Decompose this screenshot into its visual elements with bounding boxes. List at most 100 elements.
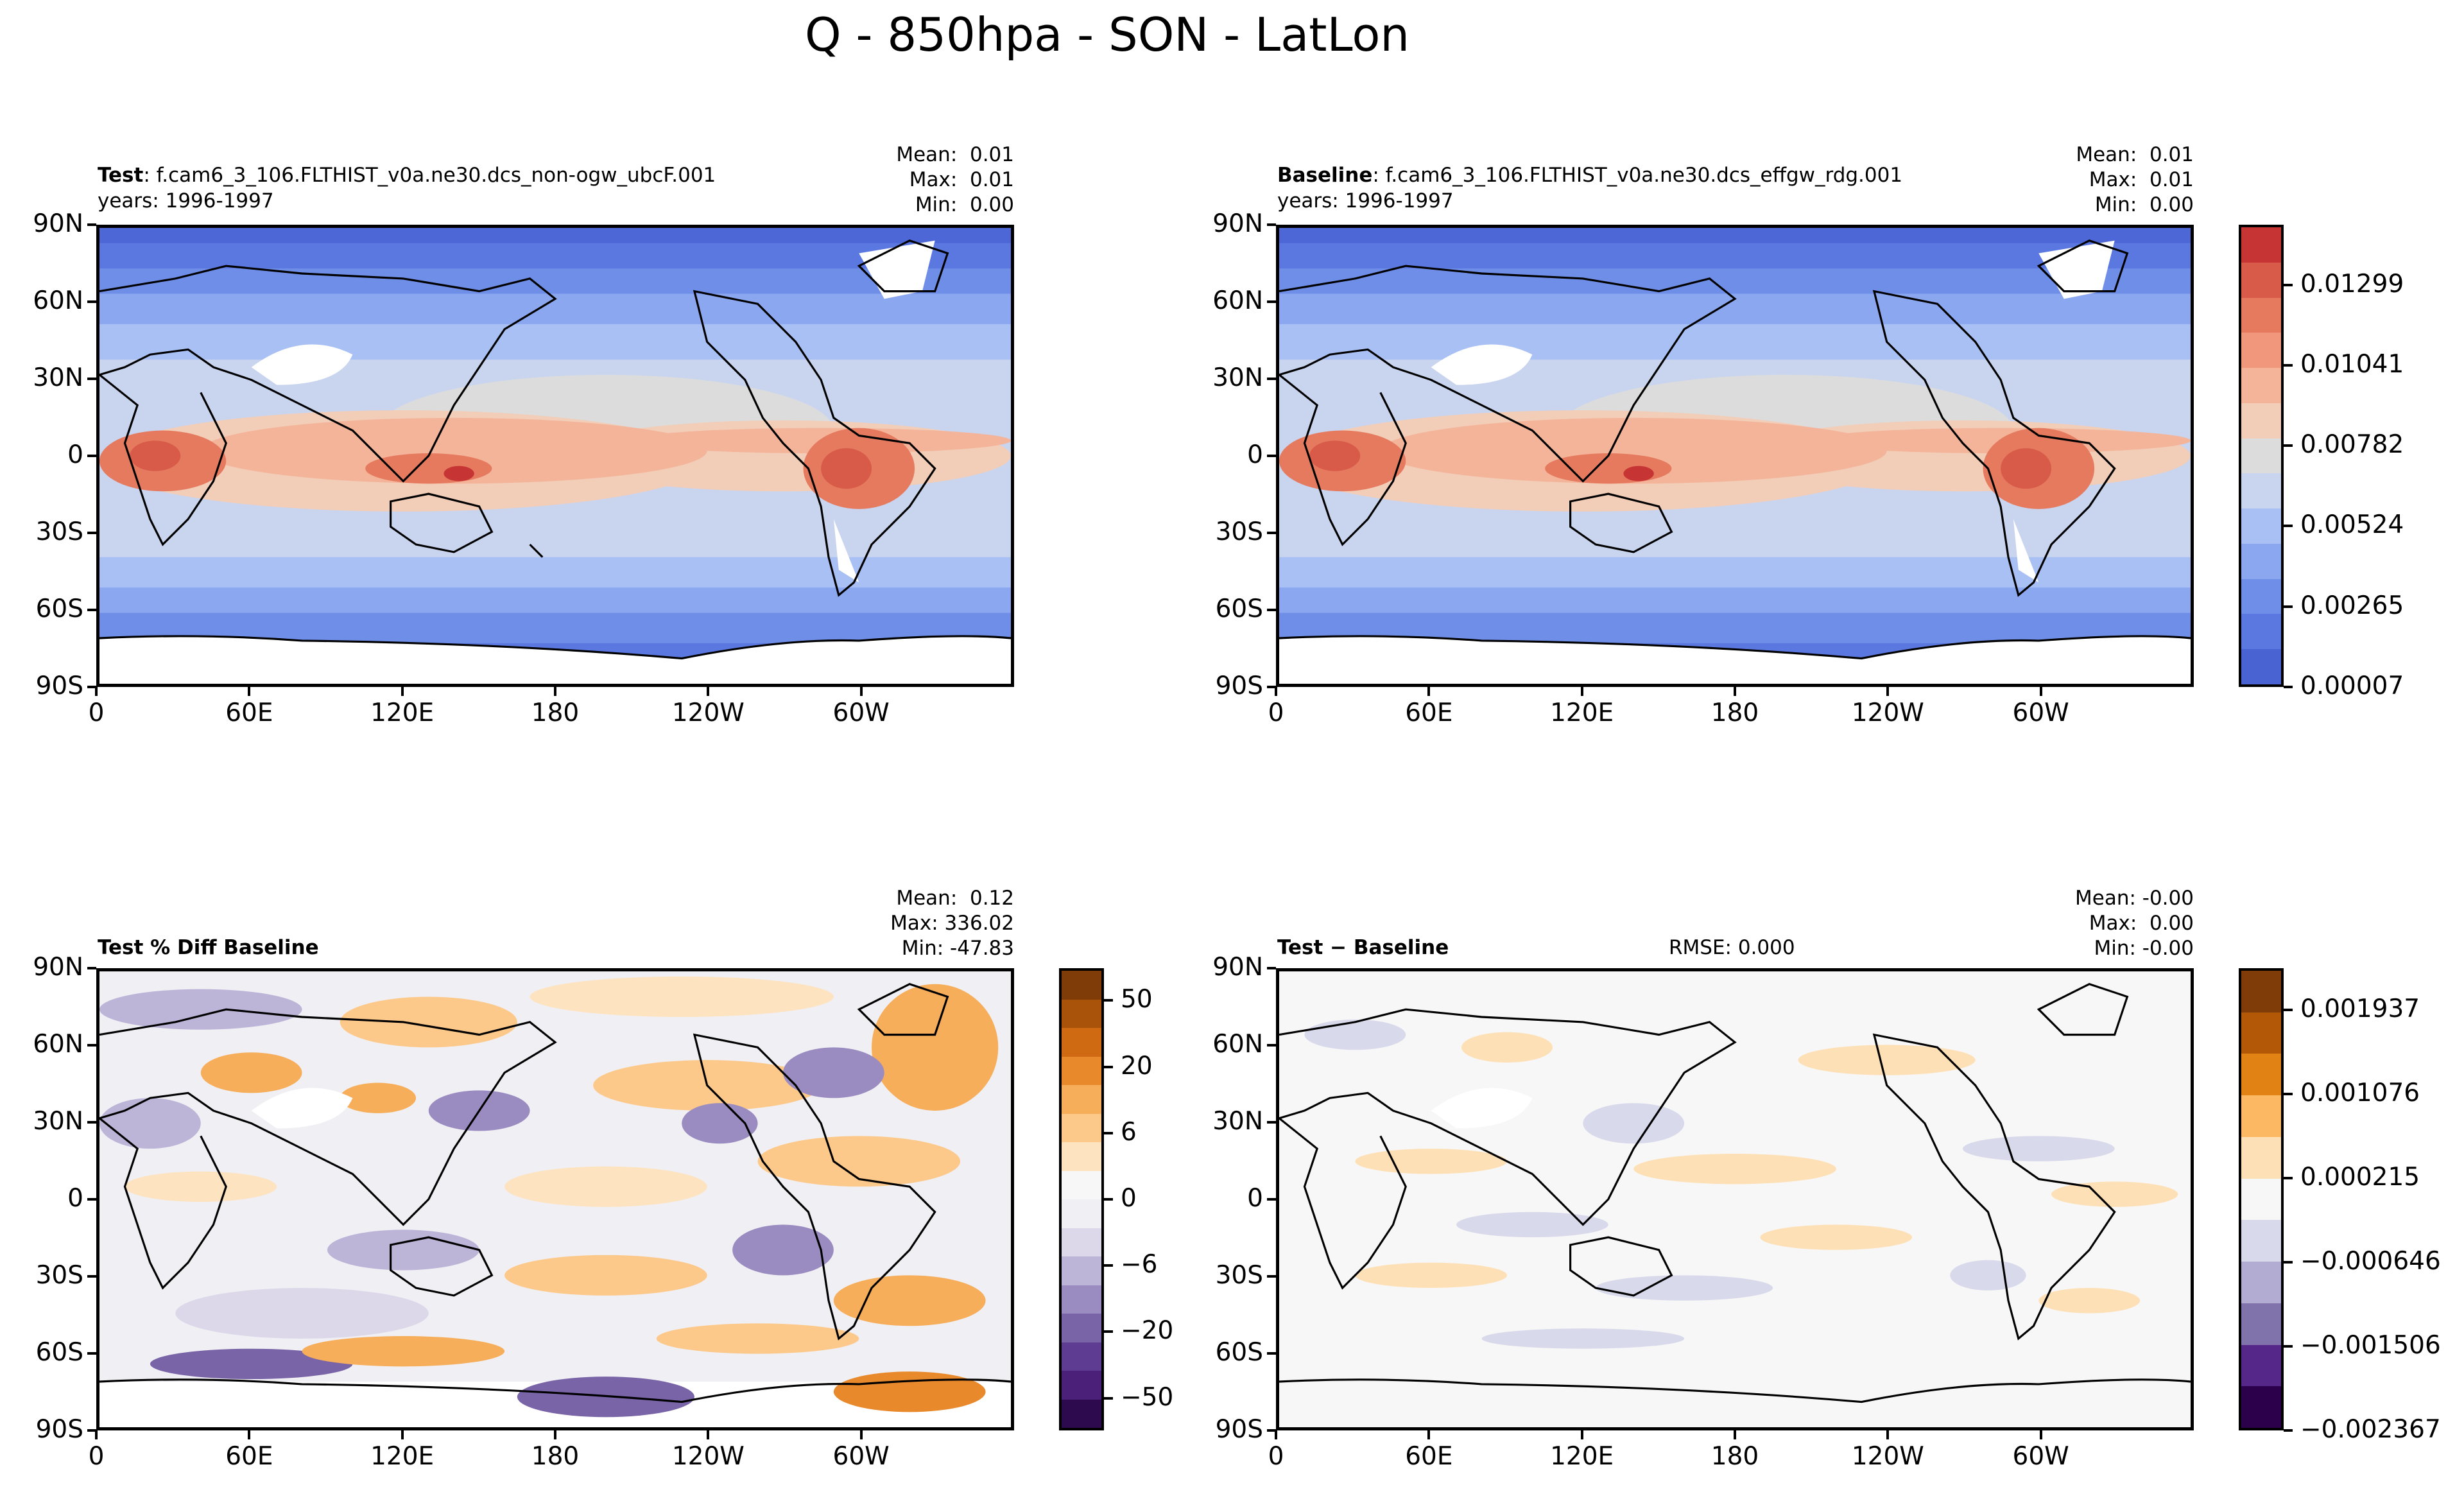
colorbar-swatch bbox=[2241, 578, 2281, 614]
lat-tick-label: 30N bbox=[33, 363, 83, 392]
colorbar-swatch bbox=[1062, 1056, 1101, 1085]
colorbar-tick-mark bbox=[2284, 686, 2293, 688]
pctdiff-min: Min: -47.83 bbox=[901, 937, 1014, 960]
lat-tick-mark bbox=[1267, 378, 1276, 380]
lat-tick-mark bbox=[87, 223, 96, 226]
colorbar-tick-label: 0.01299 bbox=[2300, 269, 2404, 299]
test-mean: Mean: 0.01 bbox=[896, 143, 1014, 166]
baseline-map-canvas bbox=[1279, 228, 2191, 684]
colorbar-tick-label: 0.001076 bbox=[2300, 1078, 2420, 1107]
diff-panel-title: Test − Baseline bbox=[1277, 936, 1449, 959]
lat-tick-label: 30N bbox=[1212, 1107, 1263, 1136]
lon-tick-label: 0 bbox=[88, 699, 105, 727]
lon-tick-label: 60E bbox=[1405, 699, 1453, 727]
lat-tick-mark bbox=[87, 609, 96, 611]
colorbar-swatch bbox=[2241, 333, 2281, 369]
colorbar-swatch bbox=[2241, 262, 2281, 298]
lon-tick-mark bbox=[1275, 1430, 1277, 1439]
colorbar-swatch bbox=[2241, 1220, 2281, 1262]
diff-stats: Mean: -0.00 Max: 0.00 Min: -0.00 bbox=[2065, 886, 2194, 961]
colorbar-swatch bbox=[2241, 1054, 2281, 1096]
lon-tick-label: 0 bbox=[1268, 699, 1284, 727]
lat-tick-mark bbox=[87, 1352, 96, 1355]
lon-tick-label: 120E bbox=[1550, 699, 1614, 727]
colorbar-swatch bbox=[2241, 1262, 2281, 1303]
test-panel-title: Test: f.cam6_3_106.FLTHIST_v0a.ne30.dcs_… bbox=[98, 164, 716, 187]
colorbar-swatch bbox=[1062, 1399, 1101, 1428]
test-label: Test bbox=[98, 164, 144, 187]
lat-tick-label: 60N bbox=[33, 1030, 83, 1059]
colorbar-tick-label: −50 bbox=[1121, 1382, 1174, 1412]
lat-tick-mark bbox=[87, 686, 96, 688]
baseline-mean: Mean: 0.01 bbox=[2076, 143, 2194, 166]
colorbar-swatch bbox=[2241, 508, 2281, 544]
lon-tick-mark bbox=[248, 1430, 251, 1439]
lon-tick-label: 180 bbox=[1710, 699, 1759, 727]
colorbar-tick-mark bbox=[2284, 1260, 2293, 1264]
lat-tick-mark bbox=[87, 1429, 96, 1432]
lat-tick-mark bbox=[1267, 1275, 1276, 1278]
colorbar-swatch bbox=[2241, 1303, 2281, 1345]
colorbar-swatch bbox=[2241, 227, 2281, 263]
lon-tick-label: 120W bbox=[1851, 699, 1924, 727]
lat-tick-label: 60S bbox=[1215, 595, 1263, 623]
baseline-years: years: 1996-1997 bbox=[1277, 189, 1454, 213]
colorbar-swatch bbox=[2241, 1344, 2281, 1387]
colorbar-tick-label: 0 bbox=[1121, 1184, 1137, 1213]
lon-tick-mark bbox=[2039, 1430, 2042, 1439]
lat-tick-label: 30N bbox=[1212, 363, 1263, 392]
colorbar-swatch bbox=[1062, 1342, 1101, 1371]
colorbar-swatch bbox=[2241, 473, 2281, 509]
colorbar-tick-label: 0.000215 bbox=[2300, 1162, 2420, 1192]
lat-tick-label: 30S bbox=[35, 1261, 83, 1290]
colorbar-swatch bbox=[2241, 1136, 2281, 1179]
diff-colorbar bbox=[2239, 968, 2284, 1430]
lat-tick-label: 60S bbox=[1215, 1338, 1263, 1367]
lat-tick-mark bbox=[87, 378, 96, 380]
lat-tick-label: 60S bbox=[35, 595, 83, 623]
lat-tick-label: 90S bbox=[35, 1415, 83, 1444]
lon-tick-label: 120E bbox=[370, 1442, 435, 1471]
colorbar-swatch bbox=[1062, 1371, 1101, 1400]
colorbar-tick-label: 0.00265 bbox=[2300, 591, 2404, 620]
diff-min: Min: -0.00 bbox=[2094, 937, 2194, 960]
lat-tick-mark bbox=[87, 455, 96, 457]
lat-tick-label: 30S bbox=[35, 517, 83, 546]
lat-tick-mark bbox=[87, 1275, 96, 1278]
lon-tick-label: 60W bbox=[2012, 1442, 2069, 1471]
lat-tick-label: 0 bbox=[67, 440, 83, 469]
lon-tick-label: 60E bbox=[225, 699, 273, 727]
colorbar-tick-mark bbox=[2284, 605, 2293, 608]
lon-tick-mark bbox=[1427, 687, 1431, 696]
colorbar-tick-mark bbox=[2284, 525, 2293, 528]
pctdiff-map-canvas bbox=[99, 971, 1011, 1427]
lat-tick-mark bbox=[1267, 455, 1276, 457]
lat-tick-mark bbox=[1267, 1429, 1276, 1432]
lon-tick-mark bbox=[401, 1430, 404, 1439]
lon-tick-mark bbox=[1580, 687, 1583, 696]
colorbar-swatch bbox=[2241, 1095, 2281, 1137]
lon-tick-mark bbox=[248, 687, 251, 696]
baseline-max: Max: 0.01 bbox=[2089, 168, 2194, 191]
colorbar-tick-label: −0.002367 bbox=[2300, 1415, 2441, 1444]
lon-tick-label: 120W bbox=[671, 699, 745, 727]
lon-tick-label: 120W bbox=[1851, 1442, 1924, 1471]
lon-tick-mark bbox=[859, 687, 863, 696]
colorbar-swatch bbox=[1062, 1142, 1101, 1171]
colorbar-swatch bbox=[2241, 1012, 2281, 1054]
colorbar-tick-mark bbox=[1104, 1131, 1113, 1134]
baseline-stats: Mean: 0.01 Max: 0.01 Min: 0.00 bbox=[2065, 143, 2194, 218]
field-colorbar bbox=[2239, 225, 2284, 687]
colorbar-swatch bbox=[1062, 1085, 1101, 1114]
colorbar-swatch bbox=[2241, 1386, 2281, 1428]
lon-tick-mark bbox=[554, 687, 556, 696]
pctdiff-stats: Mean: 0.12 Max: 336.02 Min: -47.83 bbox=[886, 886, 1014, 961]
lat-tick-label: 30N bbox=[33, 1107, 83, 1136]
colorbar-tick-mark bbox=[1104, 999, 1113, 1002]
colorbar-tick-label: 0.01041 bbox=[2300, 349, 2404, 379]
colorbar-tick-label: 20 bbox=[1121, 1051, 1153, 1081]
lon-tick-label: 0 bbox=[1268, 1442, 1284, 1471]
colorbar-tick-mark bbox=[2284, 363, 2293, 367]
lon-tick-mark bbox=[401, 687, 404, 696]
lon-tick-mark bbox=[1275, 687, 1277, 696]
